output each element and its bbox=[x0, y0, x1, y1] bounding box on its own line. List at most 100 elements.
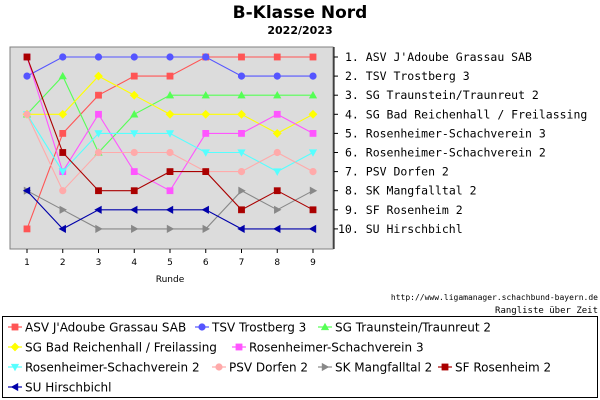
legend-item: SF Rosenheim 2 bbox=[438, 361, 551, 375]
legend-item: ASV J'Adoube Grassau SAB bbox=[8, 321, 186, 335]
data-point bbox=[166, 53, 174, 61]
data-point bbox=[95, 187, 102, 195]
legend-item: SU Hirschbichl bbox=[8, 381, 111, 395]
rank-label: 7. PSV Dorfen 2 bbox=[345, 165, 449, 179]
data-point bbox=[308, 149, 318, 157]
legend-label: Rosenheimer-Schachverein 3 bbox=[249, 341, 424, 355]
series-layer bbox=[22, 53, 318, 234]
data-point bbox=[273, 53, 281, 61]
rank-label: 5. Rosenheimer-Schachverein 3 bbox=[345, 126, 546, 140]
data-point bbox=[273, 224, 281, 234]
data-point bbox=[59, 205, 67, 214]
data-point bbox=[166, 168, 174, 175]
legend-marker bbox=[10, 342, 20, 352]
data-point bbox=[309, 186, 318, 195]
series-group bbox=[23, 186, 318, 234]
legend-marker bbox=[321, 362, 330, 372]
data-point bbox=[59, 130, 67, 137]
data-point bbox=[95, 91, 102, 99]
x-tick-label: 9 bbox=[310, 258, 316, 268]
rank-label: 1. ASV J'Adoube Grassau SAB bbox=[345, 50, 532, 64]
data-point bbox=[22, 186, 31, 195]
data-point bbox=[308, 109, 318, 119]
data-point bbox=[273, 168, 282, 176]
x-tick-label: 1 bbox=[24, 258, 30, 268]
data-point bbox=[202, 224, 210, 234]
data-point bbox=[166, 224, 175, 234]
legend-box bbox=[2, 316, 598, 398]
legend-item: PSV Dorfen 2 bbox=[212, 361, 308, 375]
data-point bbox=[202, 168, 210, 175]
legend: ASV J'Adoube Grassau SAB TSV Trostberg 3 S… bbox=[8, 321, 551, 395]
data-point bbox=[272, 128, 282, 138]
data-point bbox=[309, 53, 317, 61]
legend-label: SU Hirschbichl bbox=[25, 381, 111, 395]
rank-label: 2. TSV Trostberg 3 bbox=[345, 69, 470, 83]
data-point bbox=[309, 168, 317, 176]
data-point bbox=[94, 205, 102, 214]
data-point bbox=[131, 224, 139, 234]
legend-item: SG Traunstein/Traunreut 2 bbox=[318, 321, 491, 335]
data-point bbox=[238, 53, 245, 61]
rank-label: 6. Rosenheimer-Schachverein 2 bbox=[345, 146, 546, 160]
series-group bbox=[23, 53, 317, 214]
data-point bbox=[58, 71, 67, 80]
data-point bbox=[94, 130, 103, 138]
series-group bbox=[23, 53, 317, 80]
data-point bbox=[166, 187, 174, 195]
data-point bbox=[166, 72, 174, 80]
chart-title: B-Klasse Nord bbox=[233, 3, 368, 23]
legend-item: SG Bad Reichenhall / Freilassing bbox=[8, 341, 217, 355]
data-point bbox=[130, 72, 138, 80]
data-point bbox=[59, 187, 67, 195]
data-point bbox=[238, 206, 245, 214]
data-point bbox=[58, 168, 67, 176]
data-point bbox=[130, 53, 138, 61]
data-point bbox=[130, 205, 138, 214]
series-group bbox=[23, 110, 317, 195]
legend-marker bbox=[11, 323, 19, 331]
data-point bbox=[58, 109, 68, 119]
legend-label: SG Traunstein/Traunreut 2 bbox=[335, 321, 491, 335]
data-point bbox=[201, 205, 209, 214]
x-tick-label: 2 bbox=[60, 258, 66, 268]
data-point bbox=[59, 53, 67, 61]
data-point bbox=[308, 90, 318, 99]
data-point bbox=[130, 168, 138, 175]
data-point bbox=[165, 205, 174, 214]
legend-marker bbox=[10, 363, 20, 372]
legend-label: SG Bad Reichenhall / Freilassing bbox=[25, 341, 217, 355]
data-point bbox=[165, 109, 175, 119]
data-point bbox=[273, 90, 282, 99]
data-point bbox=[273, 110, 281, 118]
rank-label: 10. SU Hirschbichl bbox=[338, 222, 463, 236]
legend-label: TSV Trostberg 3 bbox=[211, 321, 306, 335]
legend-item: Rosenheimer-Schachverein 2 bbox=[8, 361, 200, 375]
data-point bbox=[23, 225, 31, 233]
data-point bbox=[237, 224, 245, 234]
data-point bbox=[130, 130, 139, 138]
rank-label: 4. SG Bad Reichenhall / Freilassing bbox=[345, 107, 587, 121]
data-point bbox=[237, 90, 246, 99]
series-group bbox=[22, 71, 318, 138]
data-point bbox=[201, 149, 210, 157]
legend-marker bbox=[198, 323, 206, 331]
legend-label: SK Mangfalltal 2 bbox=[335, 361, 432, 375]
x-tick-label: 7 bbox=[239, 258, 245, 268]
series-group bbox=[22, 186, 317, 234]
source-url: http://www.ligamanager.schachbund-bayern… bbox=[391, 293, 598, 302]
data-point bbox=[273, 148, 281, 157]
legend-label: ASV J'Adoube Grassau SAB bbox=[25, 321, 186, 335]
ranking-list: 1. ASV J'Adoube Grassau SAB 2. TSV Trostb… bbox=[334, 50, 587, 236]
data-point bbox=[274, 205, 282, 214]
legend-item: Rosenheimer-Schachverein 3 bbox=[232, 341, 424, 355]
data-point bbox=[130, 110, 139, 118]
data-point bbox=[308, 224, 317, 234]
x-tick-label: 3 bbox=[96, 258, 102, 268]
data-point bbox=[238, 130, 245, 137]
data-point bbox=[95, 224, 103, 234]
data-point bbox=[23, 72, 31, 80]
data-point bbox=[273, 187, 281, 195]
data-point bbox=[129, 90, 139, 100]
